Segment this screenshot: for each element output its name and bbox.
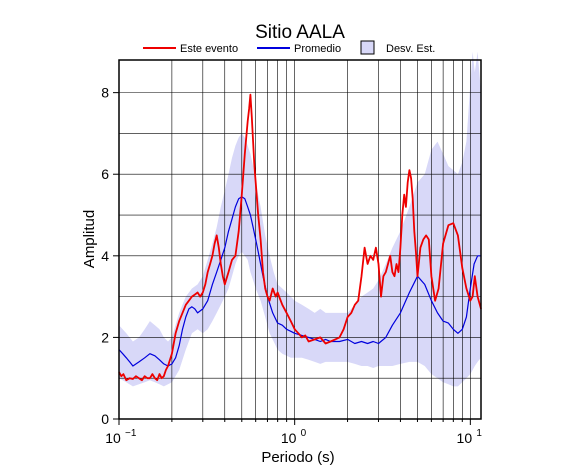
legend-std-label: Desv. Est. [386,43,435,55]
x-axis-label: Periodo (s) [261,449,334,466]
x-tick-exponent: −1 [125,428,137,439]
plot-frame [118,59,482,420]
x-tick-label: 10 [105,430,121,446]
std-band-layer [119,51,481,387]
x-tick-exponent: 0 [301,428,307,439]
legend: Este evento Promedio Desv. Est. [143,40,435,55]
series-line-event [118,93,482,382]
x-tick-label: 10 [281,430,297,446]
x-tick-label: 10 [457,430,473,446]
legend-std-swatch [360,40,375,55]
grid-layer [119,60,481,419]
y-axis-label: Amplitud [81,210,98,268]
y-tick-label: 0 [101,411,109,427]
x-tick-exponent: 1 [476,428,482,439]
std-band [119,51,481,387]
chart-title: Sitio AALA [255,22,345,43]
legend-event-label: Este evento [180,43,238,55]
series-line-mean [118,196,481,367]
y-tick-label: 4 [101,248,109,264]
legend-mean-label: Promedio [294,43,341,55]
y-tick-label: 2 [101,329,109,345]
y-tick-label: 6 [101,166,109,182]
series-layer [118,93,482,382]
y-tick-label: 8 [101,85,109,101]
